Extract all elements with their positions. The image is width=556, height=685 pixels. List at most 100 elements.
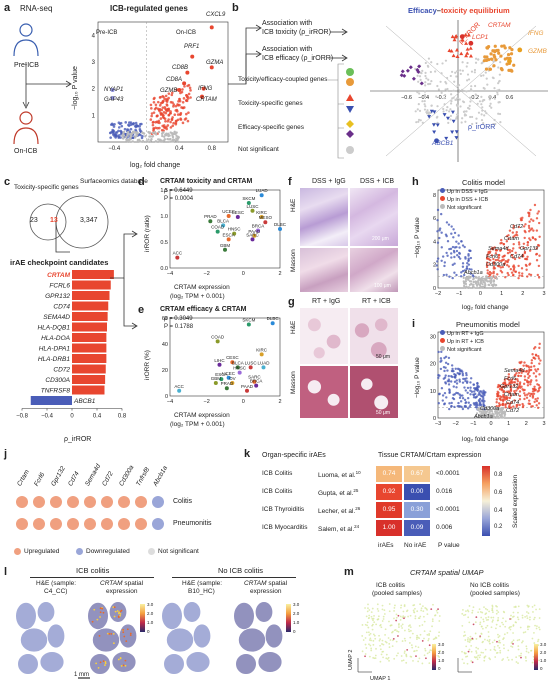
umap-point bbox=[376, 603, 379, 606]
umap-point bbox=[372, 623, 374, 626]
umap-point bbox=[491, 609, 494, 612]
volcano-point bbox=[504, 382, 507, 386]
volcano-point bbox=[438, 236, 441, 240]
ns-point bbox=[417, 80, 420, 83]
scatter-point bbox=[250, 208, 255, 213]
umap-point bbox=[386, 658, 389, 660]
umap-point bbox=[487, 616, 490, 618]
umap-point bbox=[477, 654, 480, 657]
volcano-point bbox=[166, 108, 170, 111]
point-label: CESC bbox=[232, 210, 245, 215]
expression-spot bbox=[122, 631, 125, 634]
ns-point bbox=[426, 64, 429, 67]
ns-point bbox=[424, 105, 427, 108]
ns-point bbox=[421, 69, 424, 72]
umap-point bbox=[483, 638, 486, 641]
volcano-point bbox=[436, 241, 440, 244]
volcano-point bbox=[488, 411, 491, 414]
ns-point bbox=[469, 100, 472, 103]
y-tick-label: 6 bbox=[433, 216, 436, 222]
umap-point bbox=[417, 660, 420, 663]
ns-point bbox=[452, 89, 455, 92]
volcano-point bbox=[522, 246, 525, 249]
umap-point bbox=[535, 627, 538, 630]
umap-point bbox=[538, 626, 540, 629]
highlight-point bbox=[434, 138, 439, 144]
y-tick-label: 0 bbox=[433, 416, 436, 422]
volcano-point bbox=[479, 280, 483, 283]
point-label: MESO bbox=[259, 215, 273, 220]
coupled-point bbox=[484, 67, 489, 71]
volcano-point bbox=[518, 390, 522, 393]
ns-point bbox=[461, 117, 464, 120]
volcano-point bbox=[461, 407, 465, 411]
umap-point bbox=[483, 656, 486, 659]
crtam-tissue bbox=[255, 601, 273, 623]
umap-point bbox=[428, 651, 431, 654]
volcano-point bbox=[152, 97, 156, 101]
toxicity-point bbox=[455, 54, 460, 58]
ns-point bbox=[430, 61, 433, 64]
volcano-point bbox=[498, 384, 501, 388]
ns-point bbox=[480, 113, 483, 116]
x-tick-label: −4 bbox=[167, 271, 173, 277]
x-tick-label: 1 bbox=[507, 421, 510, 427]
volcano-point bbox=[529, 380, 532, 384]
volcano-point bbox=[523, 388, 526, 392]
ns-point bbox=[458, 98, 461, 101]
gene-label: GZMB bbox=[160, 88, 178, 94]
crtam-tissue bbox=[238, 628, 266, 652]
ns-point bbox=[459, 105, 462, 108]
bar bbox=[72, 343, 107, 353]
scatter-point bbox=[270, 321, 275, 326]
volcano-point bbox=[476, 381, 479, 385]
expression-spot bbox=[99, 607, 102, 610]
volcano-point bbox=[499, 395, 502, 398]
volcano-point bbox=[489, 281, 492, 285]
x-tick-label: 3 bbox=[542, 421, 545, 427]
umap-point bbox=[487, 631, 490, 633]
volcano-point bbox=[448, 247, 451, 251]
umap-point bbox=[538, 617, 541, 619]
umap-point bbox=[519, 626, 522, 629]
x-tick-label: −1 bbox=[470, 421, 476, 427]
volcano-point bbox=[534, 368, 537, 371]
umap-point bbox=[403, 652, 406, 654]
volcano-point bbox=[186, 119, 190, 123]
coupled-point bbox=[493, 55, 497, 59]
j-dot bbox=[67, 496, 79, 508]
point-label: HNSC bbox=[233, 366, 247, 371]
umap-point bbox=[511, 658, 514, 661]
x-tick-label: −0.4 bbox=[108, 146, 121, 152]
legend-i-up: Up in RT + ICB bbox=[440, 338, 484, 345]
volcano-point bbox=[490, 277, 493, 281]
umap-point bbox=[409, 614, 412, 617]
panel-f-label: f bbox=[288, 176, 292, 188]
volcano-point bbox=[502, 243, 506, 246]
umap-point bbox=[531, 606, 534, 608]
volcano-point bbox=[533, 203, 537, 207]
panel-h-title: Colitis model bbox=[462, 178, 505, 187]
volcano-point bbox=[455, 249, 459, 253]
umap-point bbox=[374, 657, 377, 660]
expression-spot bbox=[96, 618, 99, 621]
l-group1-rule bbox=[30, 577, 154, 578]
volcano-point bbox=[466, 407, 470, 410]
volcano-point bbox=[470, 390, 474, 393]
umap-point bbox=[379, 624, 382, 627]
umap-point bbox=[463, 614, 465, 617]
umap-point bbox=[412, 609, 415, 612]
ns-point bbox=[429, 70, 432, 74]
expression-spot bbox=[91, 620, 94, 623]
toxicity-down-point bbox=[435, 123, 440, 127]
volcano-point bbox=[126, 132, 129, 136]
j-gene-header: Cd72 bbox=[101, 470, 115, 488]
volcano-point bbox=[448, 407, 451, 411]
ns-point bbox=[424, 74, 427, 78]
umap-point bbox=[402, 610, 405, 613]
umap-point bbox=[490, 616, 493, 619]
volcano-point bbox=[182, 97, 186, 100]
gene-label: Cd300a bbox=[480, 406, 500, 412]
panel-d-title: CRTAM toxicity and CRTAM bbox=[160, 178, 253, 185]
volcano-point bbox=[125, 135, 128, 139]
